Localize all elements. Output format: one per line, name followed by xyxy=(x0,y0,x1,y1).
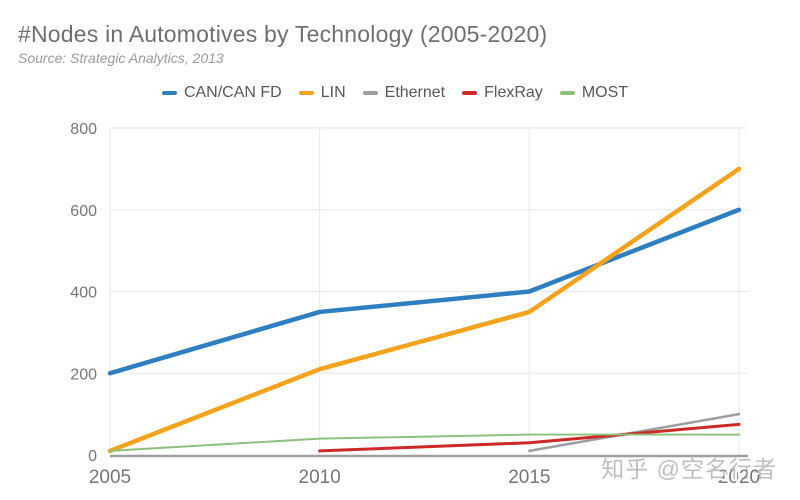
legend-item-lin: LIN xyxy=(298,84,346,102)
legend-item-flexray: FlexRay xyxy=(462,84,543,102)
y-tick-label: 400 xyxy=(70,285,97,302)
series-line-flexray xyxy=(318,422,741,453)
legend-label: Ethernet xyxy=(384,84,446,101)
legend-item-can-can-fd: CAN/CAN FD xyxy=(161,84,282,102)
legend-marker-icon xyxy=(362,91,378,95)
series-line-can-can-fd xyxy=(107,207,742,376)
legend-item-most: MOST xyxy=(559,84,629,102)
legend-label: LIN xyxy=(320,84,346,101)
y-tick-label: 200 xyxy=(70,366,97,383)
legend-marker-icon xyxy=(298,91,314,95)
legend-marker-icon xyxy=(462,91,478,95)
y-tick-label: 0 xyxy=(88,448,97,465)
x-tick-label: 2010 xyxy=(299,467,341,488)
chart-title: #Nodes in Automotives by Technology (200… xyxy=(18,21,548,47)
series-line-most xyxy=(109,433,740,452)
watermark: 知乎 @空名行者 xyxy=(601,456,777,482)
chart-legend: CAN/CAN FD LIN Ethernet FlexRay MOST xyxy=(0,84,790,102)
series-line-lin xyxy=(107,166,742,454)
y-tick-label: 800 xyxy=(70,121,97,138)
y-tick-label: 600 xyxy=(70,203,97,220)
x-tick-label: 2005 xyxy=(89,467,131,488)
chart-source: Source: Strategic Analytics, 2013 xyxy=(18,50,224,66)
legend-marker-icon xyxy=(161,91,177,95)
legend-label: MOST xyxy=(581,84,629,101)
legend-label: FlexRay xyxy=(484,84,543,101)
x-tick-label: 2020 xyxy=(718,467,760,488)
legend-label: CAN/CAN FD xyxy=(183,84,282,101)
legend-marker-icon xyxy=(559,91,575,95)
legend-item-ethernet: Ethernet xyxy=(362,84,446,102)
x-tick-label: 2015 xyxy=(508,467,550,488)
